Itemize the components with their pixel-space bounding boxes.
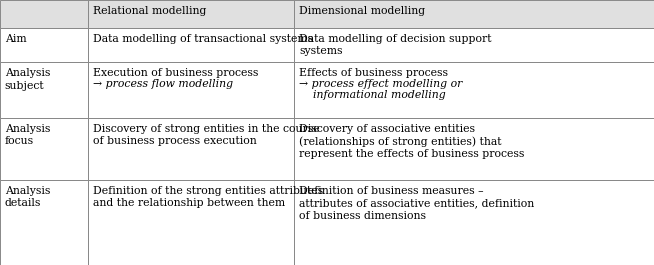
Text: Data modelling of transactional systems: Data modelling of transactional systems bbox=[93, 34, 313, 44]
Bar bbox=[0, 180, 88, 265]
Bar bbox=[88, 180, 294, 265]
Text: Discovery of associative entities
(relationships of strong entities) that
repres: Discovery of associative entities (relat… bbox=[299, 124, 525, 159]
Bar bbox=[294, 28, 654, 62]
Bar bbox=[88, 118, 294, 180]
Text: Discovery of strong entities in the course
of business process execution: Discovery of strong entities in the cour… bbox=[93, 124, 320, 146]
Text: Analysis
subject: Analysis subject bbox=[5, 68, 50, 91]
Text: → process flow modelling: → process flow modelling bbox=[93, 79, 233, 89]
Text: Effects of business process: Effects of business process bbox=[299, 68, 448, 78]
Bar bbox=[294, 118, 654, 180]
Text: Execution of business process: Execution of business process bbox=[93, 68, 258, 78]
Bar bbox=[294, 0, 654, 28]
Bar bbox=[88, 62, 294, 118]
Bar bbox=[0, 0, 88, 28]
Text: Analysis
details: Analysis details bbox=[5, 186, 50, 209]
Text: Definition of the strong entities attributes
and the relationship between them: Definition of the strong entities attrib… bbox=[93, 186, 323, 209]
Text: Dimensional modelling: Dimensional modelling bbox=[299, 6, 425, 16]
Bar bbox=[0, 28, 88, 62]
Bar bbox=[88, 28, 294, 62]
Text: Relational modelling: Relational modelling bbox=[93, 6, 206, 16]
Text: Definition of business measures –
attributes of associative entities, definition: Definition of business measures – attrib… bbox=[299, 186, 534, 221]
Text: Analysis
focus: Analysis focus bbox=[5, 124, 50, 146]
Bar bbox=[0, 118, 88, 180]
Text: Aim: Aim bbox=[5, 34, 26, 44]
Text: Data modelling of decision support
systems: Data modelling of decision support syste… bbox=[299, 34, 491, 56]
Text: → process effect modelling or: → process effect modelling or bbox=[299, 79, 462, 89]
Text: informational modelling: informational modelling bbox=[299, 90, 445, 100]
Bar bbox=[88, 0, 294, 28]
Bar bbox=[294, 180, 654, 265]
Bar bbox=[0, 62, 88, 118]
Bar bbox=[294, 62, 654, 118]
